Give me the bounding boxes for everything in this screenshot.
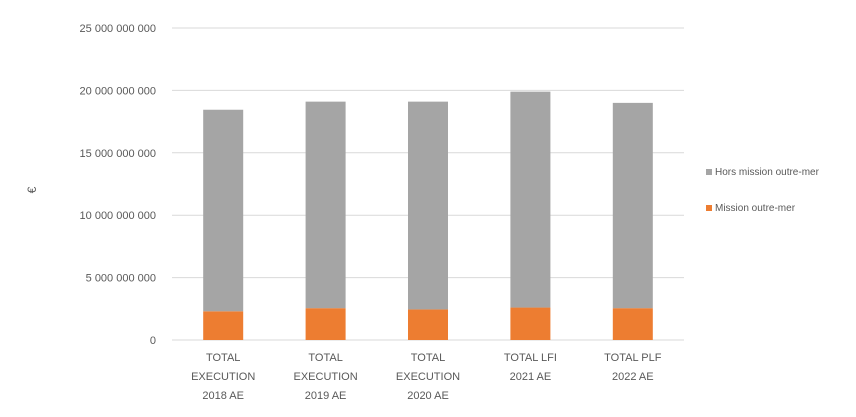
x-tick-label: TOTAL	[308, 352, 342, 364]
x-tick-label: 2020 AE	[407, 390, 449, 402]
bar-hors-mission	[612, 102, 653, 309]
legend-label: Mission outre-mer	[715, 203, 796, 214]
bar-mission-outre-mer	[203, 311, 244, 340]
legend-item-hors-mission: Hors mission outre-mer	[706, 166, 856, 180]
x-tick-label: TOTAL	[411, 352, 445, 364]
bar-mission-outre-mer	[408, 309, 448, 340]
y-tick-label: 10 000 000 000	[80, 210, 156, 222]
bar-hors-mission	[408, 101, 448, 310]
bar-mission-outre-mer	[612, 308, 653, 340]
legend: Hors mission outre-mer Mission outre-mer	[706, 166, 856, 238]
y-tick-label: 5 000 000 000	[86, 273, 156, 285]
x-tick-label: EXECUTION	[191, 371, 255, 383]
bar-mission-outre-mer	[305, 308, 346, 340]
legend-swatch	[706, 169, 712, 175]
x-tick-label: TOTAL PLF	[604, 352, 662, 364]
y-tick-labels: 0 5 000 000 000 10 000 000 000 15 000 000 0…	[80, 23, 156, 347]
y-tick-label: 0	[150, 335, 156, 347]
legend-item-mission: Mission outre-mer	[706, 202, 856, 216]
y-tick-label: 20 000 000 000	[80, 85, 156, 97]
bars	[203, 91, 653, 340]
x-tick-label: TOTAL	[206, 352, 240, 364]
legend-swatch	[706, 205, 712, 211]
x-tick-labels: TOTAL EXECUTION 2018 AE TOTAL EXECUTION 2019 …	[191, 352, 662, 402]
x-tick-label: 2022 AE	[612, 371, 654, 383]
legend-label: Hors mission outre-mer	[715, 167, 819, 178]
bar-hors-mission	[305, 101, 346, 309]
bar-hors-mission	[510, 91, 551, 308]
y-tick-label: 15 000 000 000	[80, 148, 156, 160]
y-axis-title: €	[25, 186, 39, 193]
x-tick-label: 2019 AE	[305, 390, 347, 402]
x-tick-label: TOTAL LFI	[504, 352, 557, 364]
bar-hors-mission	[203, 109, 244, 312]
bar-mission-outre-mer	[510, 307, 551, 340]
x-tick-label: 2018 AE	[202, 390, 244, 402]
y-tick-label: 25 000 000 000	[80, 23, 156, 35]
x-tick-label: EXECUTION	[396, 371, 460, 383]
x-tick-label: 2021 AE	[510, 371, 552, 383]
x-tick-label: EXECUTION	[294, 371, 358, 383]
